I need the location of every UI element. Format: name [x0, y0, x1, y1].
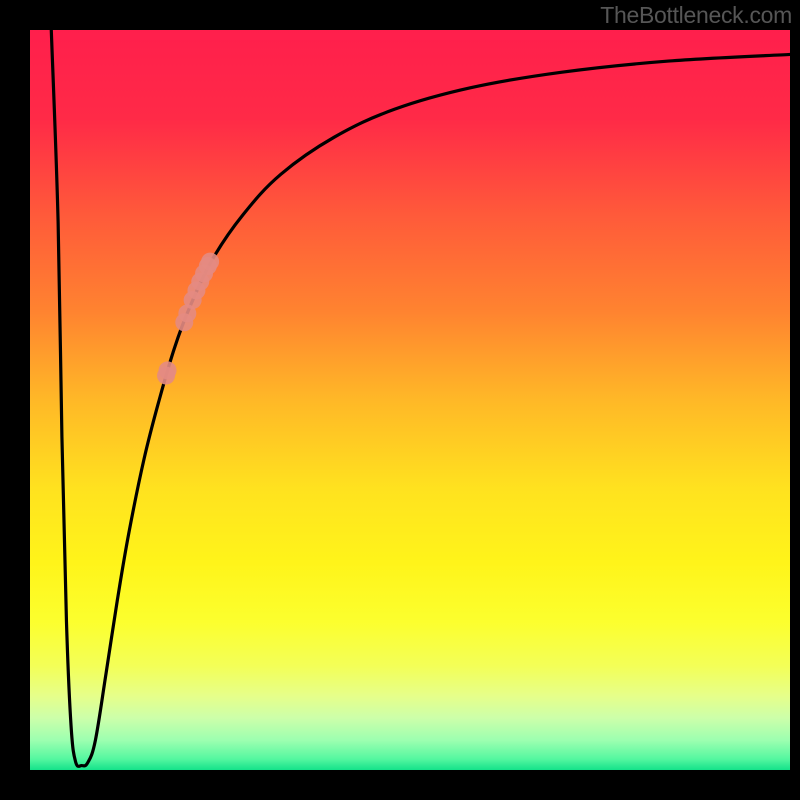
chart-container: { "watermark": { "text": "TheBottleneck.…	[0, 0, 800, 800]
frame-border	[0, 0, 30, 800]
gradient-background	[30, 30, 790, 770]
marker-dot	[201, 253, 219, 271]
watermark-text: TheBottleneck.com	[600, 2, 792, 29]
marker-dot	[159, 361, 177, 379]
bottleneck-chart	[0, 0, 800, 800]
frame-border	[790, 0, 800, 800]
frame-border	[0, 770, 800, 800]
